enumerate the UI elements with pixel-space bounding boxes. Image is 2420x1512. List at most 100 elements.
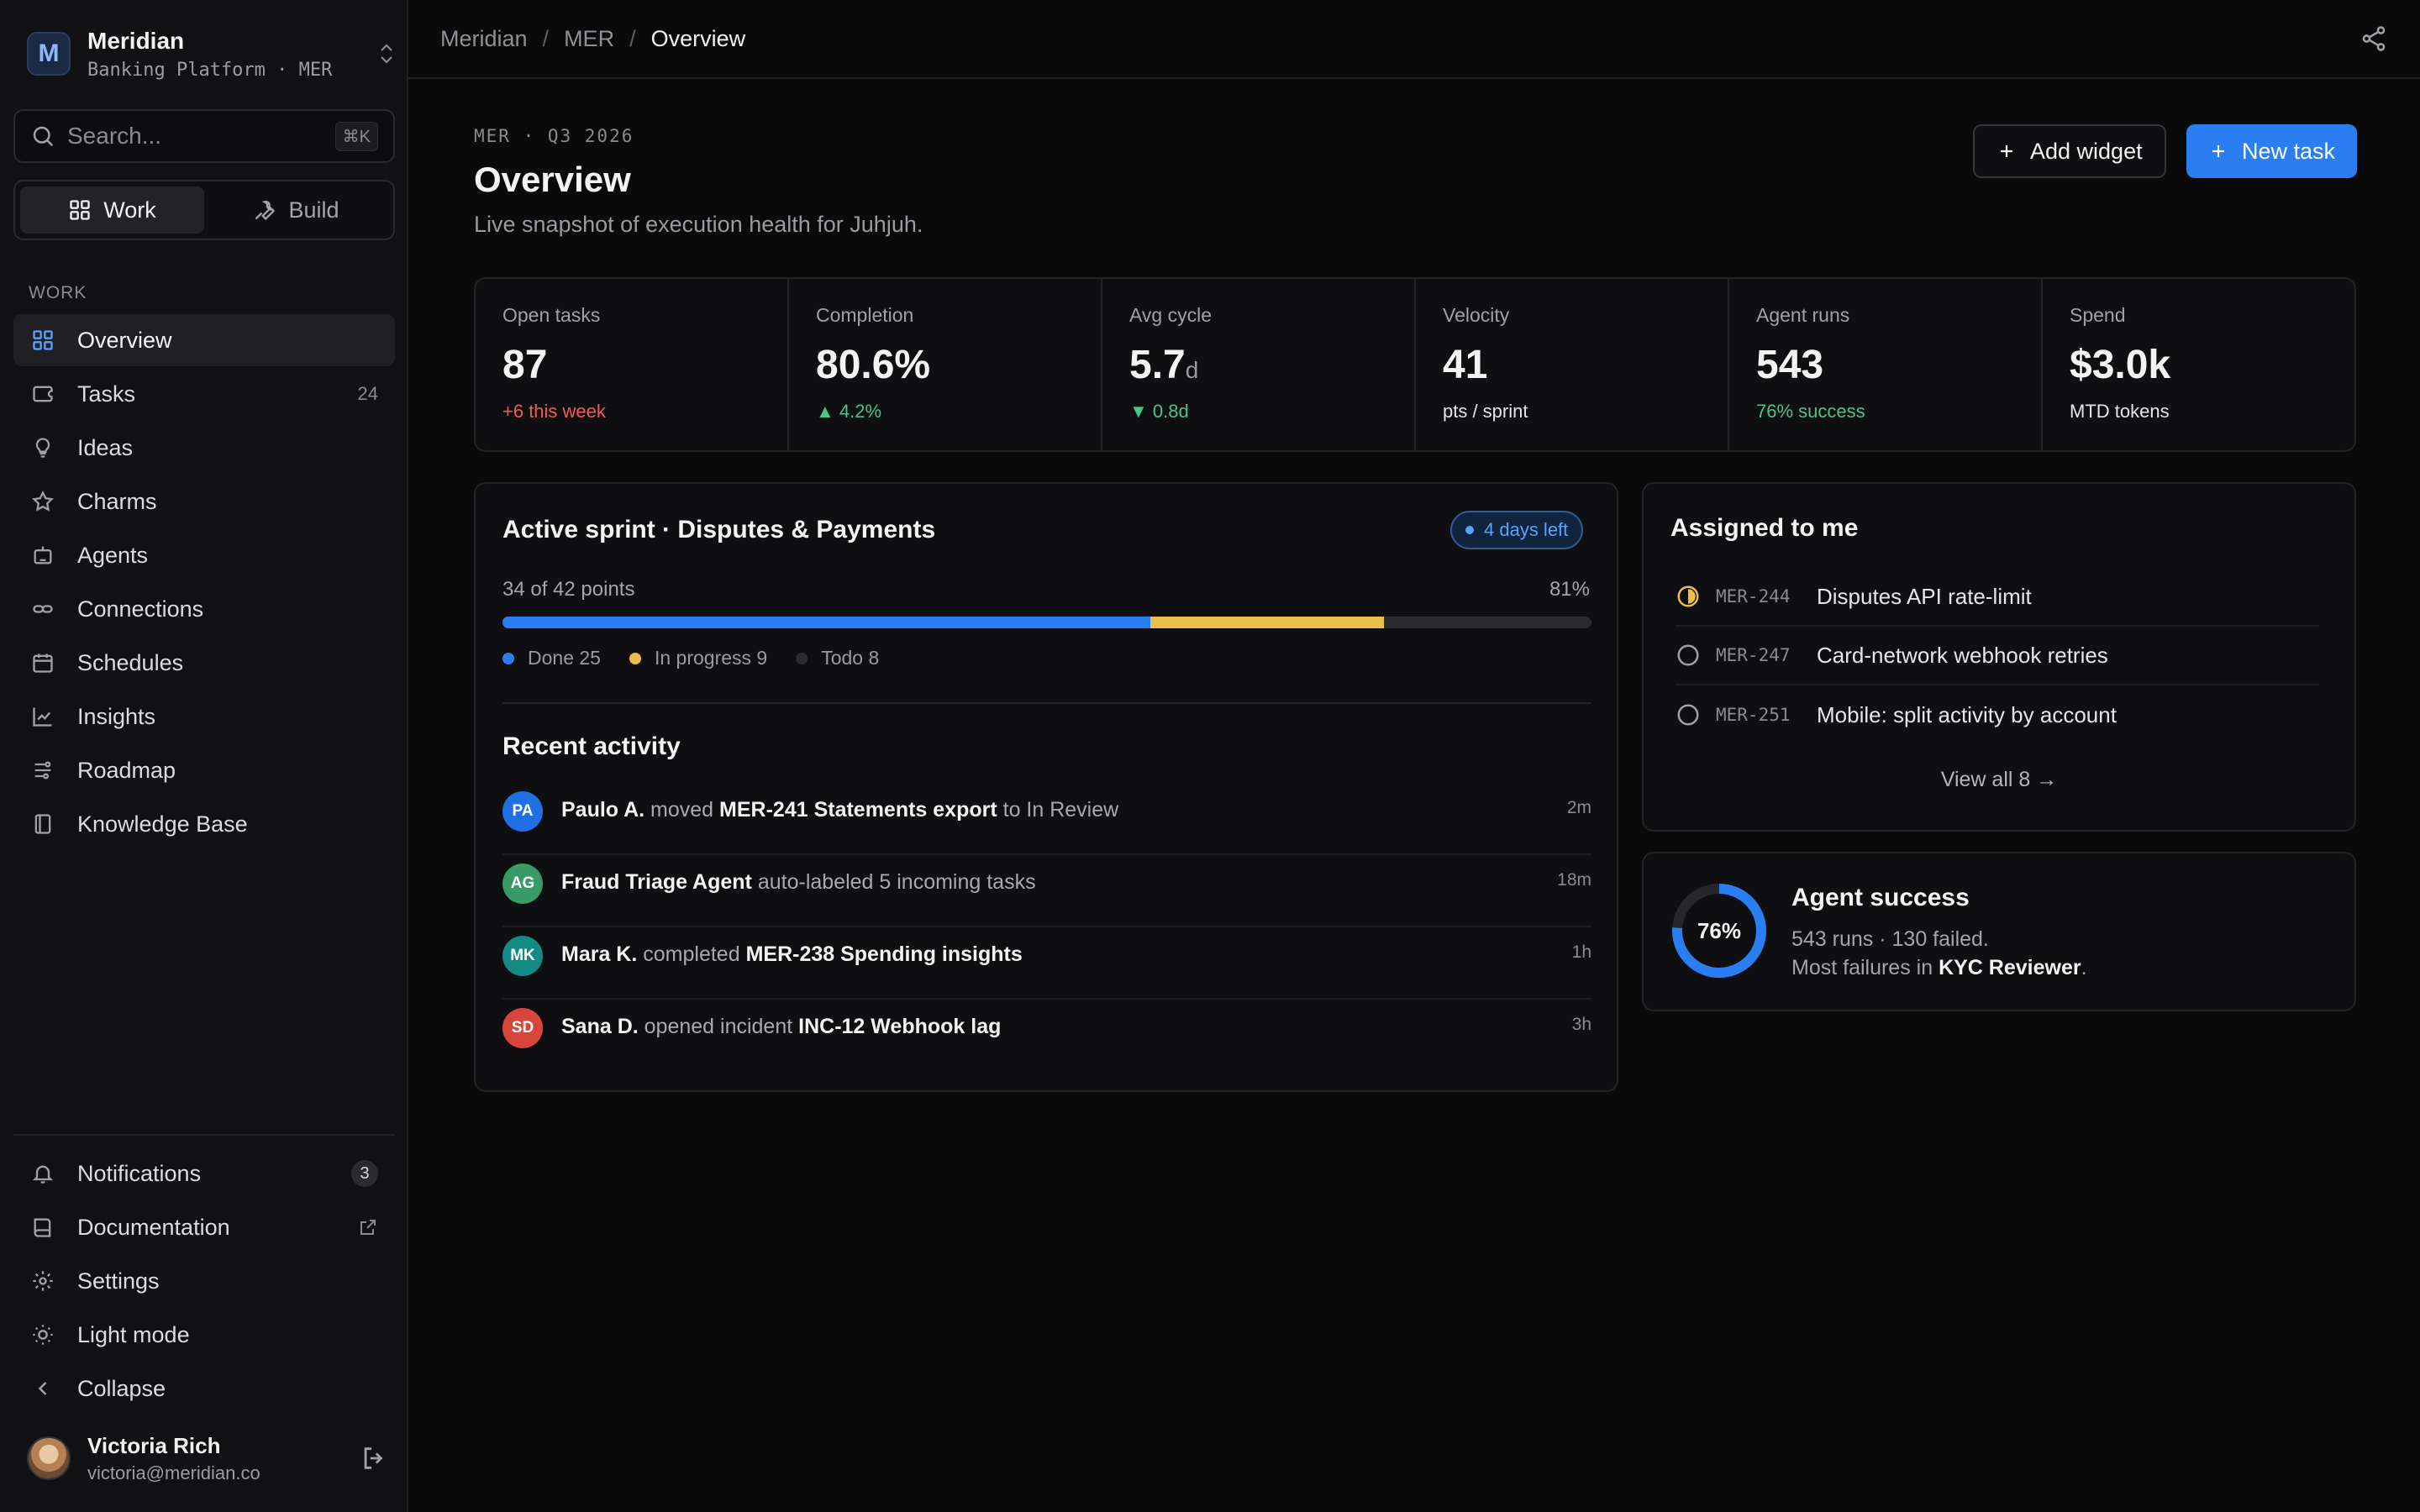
user-profile[interactable]: Victoria Rich victoria@meridian.co (27, 1433, 388, 1483)
activity-item[interactable]: PA Paulo A. moved MER-241 Statements exp… (502, 783, 1591, 855)
activity-time: 18m (1557, 870, 1591, 890)
view-all-link[interactable]: View all 8 → (1940, 768, 2058, 791)
agent-success-runs: 543 runs · 130 failed. (1791, 927, 1989, 951)
plus-icon (2212, 145, 2224, 157)
sidebar-item-connections[interactable]: Connections (13, 583, 395, 635)
sidebar-item-tasks[interactable]: Tasks 24 (13, 368, 395, 420)
list-item[interactable]: MER-247 Card-network webhook retries (1676, 627, 2319, 685)
agent-success-card: 76% Agent success 543 runs · 130 failed.… (1642, 852, 2356, 1011)
stat-open-tasks[interactable]: Open tasks 87 +6 this week (476, 279, 789, 450)
mode-work[interactable]: Work (20, 186, 204, 234)
sidebar-item-documentation[interactable]: Documentation (13, 1201, 395, 1253)
logout-icon[interactable] (360, 1444, 388, 1473)
activity-item[interactable]: AG Fraud Triage Agent auto-labeled 5 inc… (502, 855, 1591, 927)
add-widget-button[interactable]: Add widget (1973, 124, 2166, 178)
avatar (27, 1436, 71, 1480)
task-name: Card-network webhook retries (1817, 642, 2108, 668)
sidebar-item-label: Ideas (77, 434, 134, 460)
book-open-icon (30, 1215, 55, 1240)
sidebar-item-label: Agents (77, 542, 149, 568)
stat-note: 76% success (1756, 401, 1865, 422)
half-circle-status-icon (1677, 585, 1699, 607)
sun-icon (30, 1322, 55, 1347)
donut-arc (1672, 884, 1766, 978)
activity-actor: Fraud Triage Agent (561, 870, 752, 894)
new-task-button[interactable]: New task (2186, 124, 2358, 178)
grid-icon (70, 200, 90, 220)
active-sprint-card: Active sprint · Disputes & Payments 4 da… (474, 482, 1618, 1092)
workspace-switcher[interactable]: M Meridian Banking Platform · MER (27, 28, 397, 81)
breadcrumb-item[interactable]: Meridian (440, 25, 528, 51)
sidebar-item-knowledge-base[interactable]: Knowledge Base (13, 798, 395, 850)
search-input[interactable]: Search... ⌘K (13, 109, 395, 163)
sidebar-item-settings[interactable]: Settings (13, 1255, 395, 1307)
progress-in-progress-segment (1150, 617, 1385, 628)
agent-success-donut: 76% (1672, 884, 1766, 978)
sidebar-item-label: Settings (77, 1268, 160, 1294)
stats-row: Open tasks 87 +6 this week Completion 80… (474, 277, 2356, 452)
sidebar-item-label: Notifications (77, 1160, 202, 1186)
sidebar-item-notifications[interactable]: Notifications 3 (13, 1147, 395, 1200)
stat-completion[interactable]: Completion 80.6% ▲ 4.2% (789, 279, 1102, 450)
task-name: Mobile: split activity by account (1817, 701, 2117, 727)
line-chart-icon (30, 704, 55, 729)
days-left-badge: 4 days left (1450, 511, 1584, 549)
agent-success-failures: Most failures in KYC Reviewer. (1791, 956, 2087, 980)
list-item[interactable]: MER-244 Disputes API rate-limit (1676, 568, 2319, 627)
activity-text: Fraud Triage Agent auto-labeled 5 incomi… (561, 864, 1557, 900)
legend-dot (796, 652, 808, 664)
stat-note: pts / sprint (1443, 401, 1528, 422)
stat-label: Avg cycle (1129, 304, 1213, 326)
sprint-points: 34 of 42 points (502, 578, 635, 601)
lightbulb-icon (30, 435, 55, 460)
stat-agent-runs[interactable]: Agent runs 543 76% success (1729, 279, 2043, 450)
sidebar-item-label: Collapse (77, 1375, 166, 1401)
sidebar-divider (13, 1134, 395, 1136)
sidebar-item-label: Tasks (77, 381, 136, 407)
sidebar-item-collapse[interactable]: Collapse (13, 1362, 395, 1415)
activity-object[interactable]: MER-238 Spending insights (745, 942, 1023, 966)
search-icon (33, 126, 54, 147)
stat-label: Spend (2070, 304, 2126, 326)
activity-object[interactable]: INC-12 Webhook lag (798, 1015, 1002, 1038)
sprint-title: Active sprint · Disputes & Payments (502, 516, 936, 543)
sprint-progress-bar (502, 617, 1591, 628)
nav-section-label: WORK (29, 283, 87, 302)
task-name: Disputes API rate-limit (1817, 583, 2032, 609)
activity-item[interactable]: SD Sana D. opened incident INC-12 Webhoo… (502, 1000, 1591, 1072)
stat-velocity[interactable]: Velocity 41 pts / sprint (1416, 279, 1729, 450)
gear-icon (30, 1268, 55, 1294)
activity-object[interactable]: MER-241 Statements export (719, 798, 997, 822)
new-task-label: New task (2242, 138, 2336, 164)
failures-suffix: . (2081, 956, 2087, 979)
sidebar-item-overview[interactable]: Overview (13, 314, 395, 366)
sidebar-item-ideas[interactable]: Ideas (13, 422, 395, 474)
page-eyebrow: MER · Q3 2026 (474, 126, 634, 146)
activity-time: 3h (1571, 1015, 1591, 1034)
breadcrumb-current: Overview (650, 25, 746, 51)
sidebar-item-label: Connections (77, 596, 204, 622)
list-item[interactable]: MER-251 Mobile: split activity by accoun… (1676, 685, 2319, 744)
workspace-logo: M (27, 32, 71, 76)
sidebar-item-roadmap[interactable]: Roadmap (13, 744, 395, 796)
sidebar-item-agents[interactable]: Agents (13, 529, 395, 581)
plus-icon (2001, 145, 2012, 157)
sidebar-item-schedules[interactable]: Schedules (13, 637, 395, 689)
add-widget-label: Add widget (2030, 138, 2143, 164)
stat-value: $3.0k (2070, 343, 2171, 387)
activity-time: 2m (1566, 798, 1591, 817)
activity-item[interactable]: MK Mara K. completed MER-238 Spending in… (502, 927, 1591, 1000)
mode-build[interactable]: Build (204, 186, 388, 234)
stat-avg-cycle[interactable]: Avg cycle 5.7d ▼ 0.8d (1102, 279, 1416, 450)
sidebar-item-insights[interactable]: Insights (13, 690, 395, 743)
breadcrumb-item[interactable]: MER (564, 25, 615, 51)
activity-text: Sana D. opened incident INC-12 Webhook l… (561, 1008, 1572, 1045)
sidebar-item-label: Charms (77, 488, 157, 514)
legend-label: Done 25 (528, 647, 601, 669)
sidebar-item-charms[interactable]: Charms (13, 475, 395, 528)
sidebar-item-light-mode[interactable]: Light mode (13, 1309, 395, 1361)
stat-spend[interactable]: Spend $3.0k MTD tokens (2043, 279, 2354, 450)
days-left-label: 4 days left (1484, 519, 1569, 540)
sidebar-item-label: Light mode (77, 1321, 190, 1347)
share-icon[interactable] (2360, 24, 2388, 53)
